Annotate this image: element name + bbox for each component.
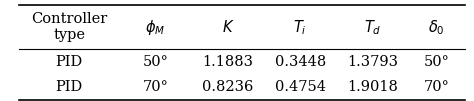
Text: 0.8236: 0.8236 — [202, 80, 254, 94]
Text: 70°: 70° — [424, 80, 450, 94]
Text: $T_d$: $T_d$ — [364, 18, 382, 37]
Text: 1.1883: 1.1883 — [202, 55, 253, 69]
Text: PID: PID — [55, 80, 82, 94]
Text: $T_i$: $T_i$ — [293, 18, 307, 37]
Text: 1.3793: 1.3793 — [347, 55, 398, 69]
Text: Controller
type: Controller type — [31, 12, 107, 42]
Text: 50°: 50° — [143, 55, 168, 69]
Text: 50°: 50° — [424, 55, 450, 69]
Text: 70°: 70° — [143, 80, 168, 94]
Text: $K$: $K$ — [221, 19, 234, 35]
Text: PID: PID — [55, 55, 82, 69]
Text: $\delta_0$: $\delta_0$ — [428, 18, 445, 37]
Text: 1.9018: 1.9018 — [347, 80, 398, 94]
Text: $\phi_M$: $\phi_M$ — [146, 18, 165, 37]
Text: 0.3448: 0.3448 — [274, 55, 326, 69]
Text: 0.4754: 0.4754 — [275, 80, 326, 94]
